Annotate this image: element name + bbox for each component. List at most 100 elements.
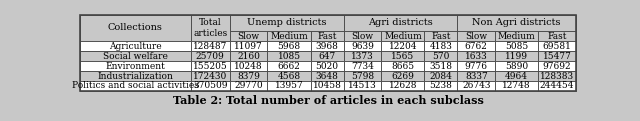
Bar — [458, 41, 495, 51]
Text: 8337: 8337 — [465, 72, 488, 80]
Bar — [381, 51, 424, 61]
Text: Medium: Medium — [498, 32, 536, 41]
Bar — [458, 61, 495, 71]
Bar — [268, 81, 310, 91]
Bar — [80, 81, 191, 91]
Bar — [381, 81, 424, 91]
Text: 25709: 25709 — [196, 52, 225, 61]
Bar — [344, 61, 381, 71]
Bar — [538, 51, 576, 61]
Text: 8379: 8379 — [237, 72, 260, 80]
Text: 12748: 12748 — [502, 81, 531, 91]
Text: 12628: 12628 — [388, 81, 417, 91]
Text: 8665: 8665 — [391, 62, 415, 71]
Text: 13957: 13957 — [275, 81, 303, 91]
Bar — [495, 61, 538, 71]
Bar — [538, 71, 576, 81]
Bar — [424, 71, 458, 81]
Bar — [458, 31, 495, 41]
Text: 5968: 5968 — [278, 42, 301, 51]
Text: 5890: 5890 — [505, 62, 528, 71]
Bar — [495, 51, 538, 61]
Text: Social welfare: Social welfare — [103, 52, 168, 61]
Bar — [381, 71, 424, 81]
Text: Industrialization: Industrialization — [97, 72, 173, 80]
Text: 5020: 5020 — [316, 62, 339, 71]
Bar — [268, 41, 310, 51]
Text: Environment: Environment — [106, 62, 165, 71]
Text: 12204: 12204 — [388, 42, 417, 51]
Text: Agri districts: Agri districts — [368, 18, 433, 27]
Text: Agriculture: Agriculture — [109, 42, 162, 51]
Text: 9639: 9639 — [351, 42, 374, 51]
Text: 4964: 4964 — [505, 72, 528, 80]
Text: 647: 647 — [319, 52, 336, 61]
Text: Collections: Collections — [108, 23, 163, 32]
Bar — [538, 41, 576, 51]
Bar — [344, 71, 381, 81]
Text: Fast: Fast — [431, 32, 451, 41]
Bar — [268, 31, 310, 41]
Text: 1199: 1199 — [505, 52, 528, 61]
Text: 1565: 1565 — [391, 52, 415, 61]
Text: 69581: 69581 — [543, 42, 572, 51]
Bar — [268, 61, 310, 71]
Text: 9776: 9776 — [465, 62, 488, 71]
Text: 97692: 97692 — [543, 62, 572, 71]
Text: 172430: 172430 — [193, 72, 227, 80]
Bar — [344, 31, 381, 41]
Text: Politics and social activities: Politics and social activities — [72, 81, 199, 91]
Text: Slow: Slow — [465, 32, 487, 41]
Bar — [381, 31, 424, 41]
Text: 3648: 3648 — [316, 72, 339, 80]
Bar — [344, 15, 458, 31]
Bar — [191, 61, 230, 71]
Bar — [310, 81, 344, 91]
Text: 1633: 1633 — [465, 52, 488, 61]
Bar — [80, 15, 191, 41]
Text: Total
articles: Total articles — [193, 18, 227, 38]
Text: 10458: 10458 — [313, 81, 342, 91]
Bar — [310, 71, 344, 81]
Bar — [381, 41, 424, 51]
Text: 1373: 1373 — [351, 52, 374, 61]
Text: 570: 570 — [432, 52, 450, 61]
Bar — [230, 31, 268, 41]
Bar — [191, 81, 230, 91]
Bar — [538, 31, 576, 41]
Text: 1085: 1085 — [278, 52, 301, 61]
Bar — [191, 71, 230, 81]
Bar — [344, 41, 381, 51]
Bar — [191, 51, 230, 61]
Bar — [230, 71, 268, 81]
Text: 5085: 5085 — [505, 42, 529, 51]
Text: Slow: Slow — [237, 32, 260, 41]
Bar — [458, 71, 495, 81]
Text: 6662: 6662 — [278, 62, 301, 71]
Bar — [310, 41, 344, 51]
Text: 128487: 128487 — [193, 42, 227, 51]
Text: 10248: 10248 — [234, 62, 263, 71]
Text: 128383: 128383 — [540, 72, 574, 80]
Bar — [495, 41, 538, 51]
Bar — [191, 41, 230, 51]
Text: Medium: Medium — [270, 32, 308, 41]
Bar — [268, 51, 310, 61]
Bar — [458, 81, 495, 91]
Bar — [230, 41, 268, 51]
Bar — [80, 61, 191, 71]
Text: 15477: 15477 — [543, 52, 572, 61]
Bar — [268, 71, 310, 81]
Text: 5238: 5238 — [429, 81, 452, 91]
Bar — [230, 51, 268, 61]
Bar — [424, 81, 458, 91]
Text: 29770: 29770 — [234, 81, 263, 91]
Text: 7734: 7734 — [351, 62, 374, 71]
Bar — [310, 51, 344, 61]
Bar — [80, 15, 576, 91]
Bar — [80, 41, 191, 51]
Text: 26743: 26743 — [462, 81, 490, 91]
Text: Non Agri districts: Non Agri districts — [472, 18, 561, 27]
Text: 370509: 370509 — [193, 81, 228, 91]
Bar — [80, 51, 191, 61]
